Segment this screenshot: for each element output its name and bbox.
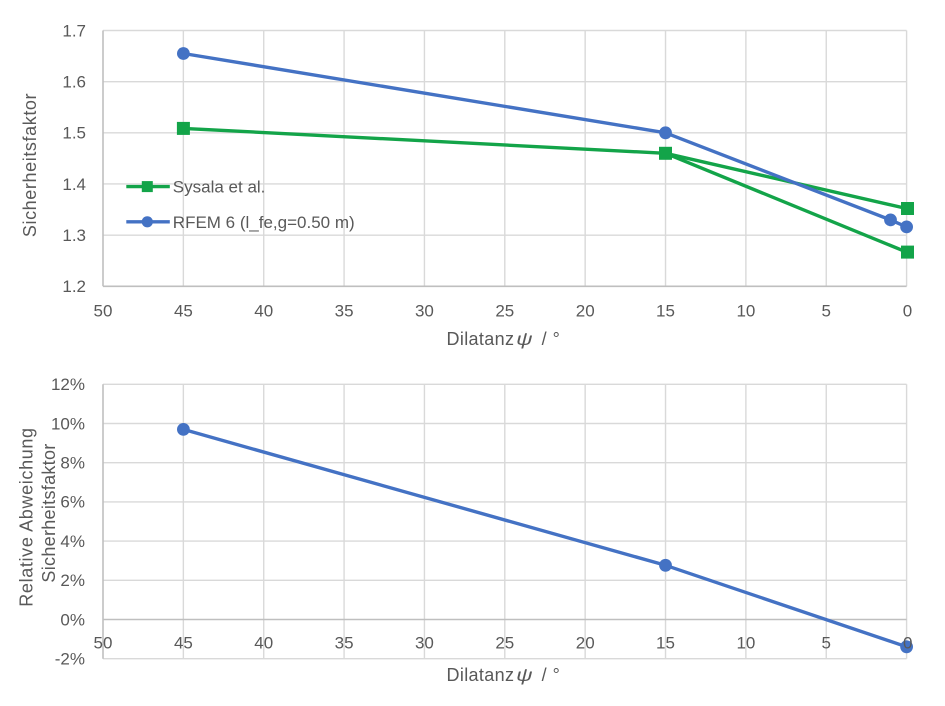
svg-text:30: 30	[415, 302, 434, 321]
svg-text:0%: 0%	[60, 610, 85, 629]
svg-text:1.7: 1.7	[62, 21, 86, 40]
svg-text:/: /	[542, 329, 547, 349]
svg-text:10: 10	[736, 302, 755, 321]
svg-text:8%: 8%	[60, 454, 85, 473]
svg-text:1.3: 1.3	[62, 226, 86, 245]
svg-text:-2%: -2%	[55, 650, 85, 669]
svg-text:RFEM 6 (l_fe,g=0.50 m): RFEM 6 (l_fe,g=0.50 m)	[173, 213, 355, 232]
svg-text:40: 40	[254, 633, 273, 652]
svg-text:25: 25	[495, 302, 514, 321]
svg-text:10: 10	[736, 633, 755, 652]
svg-text:10%: 10%	[51, 414, 85, 433]
svg-text:40: 40	[254, 302, 273, 321]
svg-text:ψ: ψ	[516, 329, 533, 349]
svg-text:50: 50	[94, 302, 113, 321]
svg-text:Dilatanz: Dilatanz	[447, 665, 515, 685]
svg-text:°: °	[553, 329, 560, 349]
svg-text:5: 5	[821, 302, 830, 321]
svg-text:1.2: 1.2	[62, 277, 86, 296]
svg-text:15: 15	[656, 302, 675, 321]
svg-text:25: 25	[495, 633, 514, 652]
svg-text:50: 50	[94, 633, 113, 652]
svg-text:45: 45	[174, 302, 193, 321]
svg-text:12%: 12%	[51, 375, 85, 394]
svg-text:Sicherheitsfaktor: Sicherheitsfaktor	[39, 443, 59, 582]
svg-text:30: 30	[415, 633, 434, 652]
svg-text:ψ: ψ	[516, 665, 533, 685]
svg-text:2%: 2%	[60, 571, 85, 590]
svg-text:Sysala et al.: Sysala et al.	[173, 178, 266, 197]
svg-text:4%: 4%	[60, 532, 85, 551]
svg-text:5: 5	[821, 633, 830, 652]
svg-text:/: /	[542, 665, 547, 685]
svg-text:Relative Abweichung: Relative Abweichung	[17, 427, 37, 606]
svg-text:35: 35	[335, 302, 354, 321]
svg-text:6%: 6%	[60, 493, 85, 512]
svg-text:15: 15	[656, 633, 675, 652]
svg-text:Sicherheitsfaktor: Sicherheitsfaktor	[20, 93, 40, 237]
svg-text:1.5: 1.5	[62, 124, 86, 143]
svg-text:°: °	[553, 665, 560, 685]
svg-text:0: 0	[903, 633, 912, 652]
svg-text:20: 20	[576, 302, 595, 321]
svg-text:35: 35	[335, 633, 354, 652]
svg-text:1.4: 1.4	[62, 175, 86, 194]
svg-text:Dilatanz: Dilatanz	[447, 329, 515, 349]
svg-text:45: 45	[174, 633, 193, 652]
svg-text:20: 20	[576, 633, 595, 652]
svg-text:1.6: 1.6	[62, 73, 86, 92]
svg-text:0: 0	[903, 302, 912, 321]
